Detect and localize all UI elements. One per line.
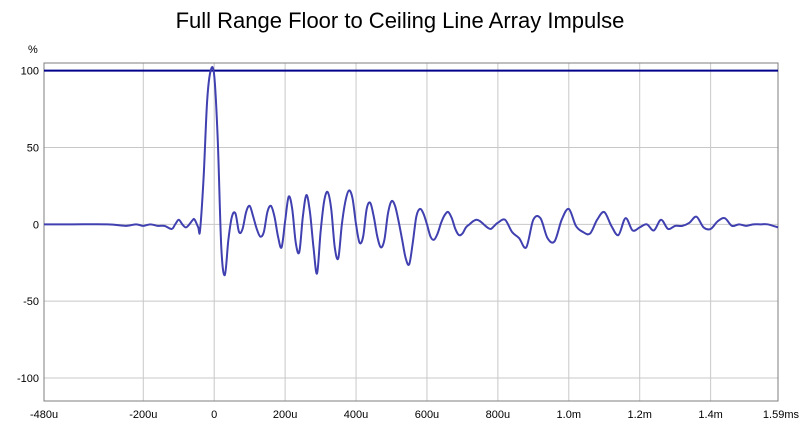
x-tick-label: 1.2m — [627, 409, 651, 421]
x-tick-label: 1.0m — [557, 409, 581, 421]
y-axis-ticks: 100 50 0 -50 -100 — [17, 66, 39, 385]
y-tick-label: -100 — [17, 373, 39, 385]
x-axis-ticks: -480u -200u 0 200u 400u 600u 800u 1.0m 1.2m 1.4m 1… — [30, 409, 799, 421]
y-tick-label: 50 — [27, 143, 39, 155]
x-tick-label: 0 — [211, 409, 217, 421]
x-tick-label: -480u — [30, 409, 58, 421]
chart-title: Full Range Floor to Ceiling Line Array I… — [175, 8, 625, 33]
x-tick-label: 1.4m — [698, 409, 722, 421]
y-tick-label: 0 — [33, 219, 39, 231]
y-unit-label: % — [28, 44, 38, 56]
x-tick-label: 1.59ms — [763, 409, 800, 421]
x-tick-label: 400u — [344, 409, 368, 421]
grid-lines — [44, 63, 778, 401]
x-tick-label: 200u — [273, 409, 297, 421]
x-tick-label: -200u — [129, 409, 157, 421]
y-tick-label: 100 — [21, 66, 39, 78]
x-tick-label: 600u — [415, 409, 439, 421]
y-tick-label: -50 — [23, 296, 39, 308]
x-tick-label: 800u — [486, 409, 510, 421]
impulse-series-line — [44, 66, 779, 277]
plot-frame — [43, 62, 779, 402]
